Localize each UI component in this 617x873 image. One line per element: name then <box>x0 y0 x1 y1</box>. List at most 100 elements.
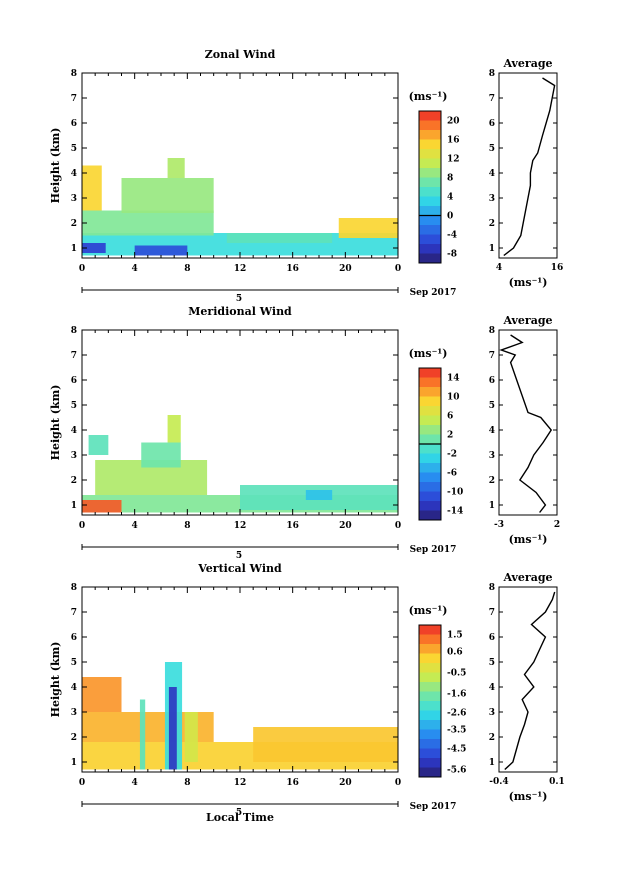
heatmap-cells <box>82 158 398 256</box>
average-y-tick-label: 1 <box>489 501 495 511</box>
heatmap-cells <box>82 662 398 770</box>
colorbar-swatch <box>419 739 441 749</box>
x-tick-label: 8 <box>184 521 190 531</box>
average-profile-line <box>503 77 556 257</box>
colorbar-tick-label: 20 <box>447 117 460 127</box>
colorbar-tick-label: -0.5 <box>447 669 466 679</box>
colorbar-swatch <box>419 472 441 483</box>
y-tick-label: 2 <box>71 733 77 743</box>
heatmap-cell <box>82 500 122 513</box>
colorbar-swatch <box>419 387 441 397</box>
colorbar-swatch <box>419 244 441 254</box>
x-tick-label: 0 <box>79 264 85 274</box>
average-title: Average <box>502 314 552 327</box>
y-tick-label: 6 <box>71 633 77 643</box>
x-tick-label: 12 <box>234 778 247 788</box>
x-axis-label: Local Time <box>206 811 274 824</box>
colorbar-swatch <box>419 634 441 645</box>
average-x-tick-label: -0.4 <box>489 777 508 787</box>
y-tick-label: 2 <box>71 219 77 229</box>
heatmap-cell <box>184 712 198 762</box>
y-tick-label: 8 <box>71 326 77 336</box>
y-tick-label: 6 <box>71 119 77 129</box>
y-tick-label: 1 <box>71 501 77 511</box>
colorbar-swatch <box>419 425 441 435</box>
colorbar-swatch <box>419 748 441 759</box>
average-unit: (ms⁻¹) <box>509 790 548 803</box>
colorbar-tick-label: -2 <box>447 450 457 460</box>
colorbar-tick-label: -6 <box>447 469 457 479</box>
average-y-tick-label: 3 <box>489 451 495 461</box>
heatmap-cell <box>226 233 333 243</box>
average-y-tick-label: 5 <box>489 658 495 668</box>
colorbar-swatch <box>419 672 441 683</box>
x-tick-label: 8 <box>184 264 190 274</box>
average-y-tick-label: 5 <box>489 144 495 154</box>
colorbar-tick-label: 0 <box>447 212 453 222</box>
heatmap-cell <box>82 210 214 236</box>
average-y-tick-label: 1 <box>489 758 495 768</box>
x-tick-label: 0 <box>79 778 85 788</box>
heatmap-cell <box>139 699 146 770</box>
average-y-tick-label: 6 <box>489 633 495 643</box>
average-y-tick-label: 4 <box>489 426 495 436</box>
heatmap-cells <box>82 415 398 513</box>
colorbar-frame <box>418 624 442 778</box>
x-tick-label: 16 <box>286 778 299 788</box>
y-tick-label: 5 <box>71 401 77 411</box>
colorbar-swatch <box>419 510 441 521</box>
y-tick-label: 6 <box>71 376 77 386</box>
colorbar-swatch <box>419 434 441 445</box>
average-frame <box>498 72 558 259</box>
y-tick-label: 1 <box>71 758 77 768</box>
y-tick-label: 1 <box>71 244 77 254</box>
x-tick-label: 12 <box>234 264 247 274</box>
colorbar-swatch <box>419 253 441 264</box>
colorbar-swatch <box>419 625 441 635</box>
colorbar-swatch <box>419 196 441 207</box>
colorbar-swatch <box>419 663 441 673</box>
average-y-tick-label: 2 <box>489 476 495 486</box>
average-x-tick-label: 4 <box>496 263 502 273</box>
colorbar-tick-label: -14 <box>447 507 463 517</box>
colorbar-swatch <box>419 396 441 407</box>
y-tick-label: 4 <box>71 426 77 436</box>
y-tick-label: 7 <box>71 608 77 618</box>
colorbar-swatch <box>419 120 441 131</box>
colorbar-unit: (ms⁻¹) <box>409 604 448 617</box>
x-tick-label: 0 <box>79 521 85 531</box>
colorbar-swatch <box>419 501 441 511</box>
average-y-tick-label: 6 <box>489 376 495 386</box>
y-axis-label: Height (km) <box>49 128 62 204</box>
colorbar-swatch <box>419 463 441 473</box>
colorbar-tick-label: -4 <box>447 231 457 241</box>
average-y-tick-label: 3 <box>489 708 495 718</box>
average-y-tick-label: 2 <box>489 733 495 743</box>
average-title: Average <box>502 571 552 584</box>
colorbar-swatch <box>419 720 441 730</box>
date-suffix: Sep 2017 <box>410 802 457 812</box>
x-tick-label: 0 <box>395 264 401 274</box>
heatmap-cell <box>253 727 398 762</box>
colorbar-swatch <box>419 225 441 235</box>
colorbar-tick-label: -1.6 <box>447 689 466 699</box>
colorbar-swatch <box>419 691 441 702</box>
average-x-tick-label: 2 <box>554 520 560 530</box>
y-tick-label: 7 <box>71 351 77 361</box>
heatmap-cell <box>167 158 185 178</box>
y-tick-label: 7 <box>71 94 77 104</box>
colorbar-swatch <box>419 710 441 721</box>
average-y-tick-label: 1 <box>489 244 495 254</box>
panel-title: Meridional Wind <box>188 305 292 318</box>
colorbar-swatch <box>419 415 441 426</box>
colorbar-tick-label: -10 <box>447 488 463 498</box>
panel-title: Vertical Wind <box>197 562 282 575</box>
y-tick-label: 2 <box>71 476 77 486</box>
colorbar-tick-label: -4.5 <box>447 745 466 755</box>
heatmap-cell <box>305 490 333 500</box>
y-tick-label: 4 <box>71 683 77 693</box>
heatmap-cell <box>82 165 102 211</box>
